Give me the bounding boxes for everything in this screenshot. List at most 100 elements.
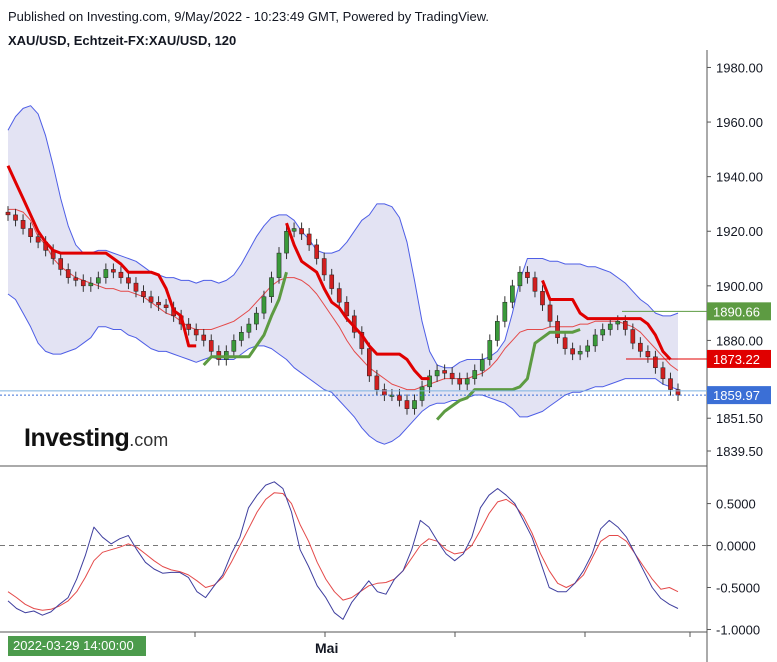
candle-body	[607, 323, 613, 330]
candle-body	[630, 329, 636, 344]
price-tick-label: 1980.00	[716, 60, 763, 75]
candle-body	[427, 375, 432, 388]
candle-body	[389, 394, 395, 397]
candle-body	[668, 378, 673, 390]
symbol-title: XAU/USD, Echtzeit-FX:XAU/USD, 120	[8, 33, 237, 48]
candle-body	[653, 356, 658, 368]
candle-body	[577, 351, 583, 355]
candle-body	[600, 329, 606, 336]
candle-body	[382, 389, 387, 396]
candle-body	[201, 334, 207, 341]
candle-body	[88, 282, 94, 287]
bollinger-upper-line	[7, 105, 679, 369]
bollinger-middle-line	[8, 208, 679, 391]
candle-body	[449, 372, 455, 379]
candle-body	[314, 244, 319, 259]
candle-body	[525, 271, 530, 278]
candle-body	[585, 345, 590, 352]
candle-body	[532, 277, 538, 292]
price-tick-label: 1960.00	[716, 115, 763, 130]
trailing-stop-bear	[6, 165, 672, 381]
candle-body	[65, 269, 71, 278]
oscillator-fast-line	[7, 481, 679, 620]
candle-body	[374, 375, 380, 390]
price-badge-label: 1873.22	[713, 352, 760, 367]
candle-body	[35, 236, 41, 243]
candle-body	[502, 301, 508, 322]
candle-body	[638, 342, 643, 352]
candle-body	[73, 277, 79, 281]
published-note: Published on Investing.com, 9/May/2022 -…	[8, 9, 490, 24]
candle-body	[148, 296, 154, 303]
candle-body	[321, 258, 327, 276]
candle-body	[457, 378, 463, 385]
candle-body	[306, 233, 312, 246]
candle-body	[186, 323, 191, 330]
candle-body	[111, 269, 116, 273]
candle-body	[276, 252, 282, 278]
price-tick-label: 1940.00	[716, 170, 763, 185]
bollinger-band-fill	[8, 105, 678, 445]
candle-body	[419, 386, 425, 401]
candle-body	[239, 331, 244, 341]
bollinger-lower-line	[7, 293, 679, 445]
crosshair-time-badge: 2022-03-29 14:00:00	[8, 636, 146, 656]
candle-body	[592, 334, 598, 347]
candle-body	[517, 271, 523, 287]
price-badge	[707, 349, 771, 368]
candle-body	[329, 274, 335, 289]
candle-body	[284, 230, 289, 254]
price-tick-label: 1900.00	[716, 279, 763, 294]
candle-body	[464, 378, 470, 385]
candle-body	[547, 304, 553, 322]
candle-body	[246, 323, 252, 333]
candle-body	[193, 329, 199, 336]
candle-body	[510, 285, 515, 303]
investing-logo: Investing.com	[24, 424, 169, 452]
candle-body	[367, 348, 372, 377]
price-tick-label: 1839.50	[716, 444, 763, 459]
price-badge	[707, 386, 771, 405]
candle-body	[299, 228, 304, 235]
osc-tick-label: 0.0000	[716, 539, 756, 554]
candle-body	[434, 370, 440, 377]
candle-body	[80, 280, 86, 287]
candle-body	[58, 258, 64, 270]
x-tick-mai: Mai	[315, 640, 339, 656]
osc-tick-label: -1.0000	[716, 622, 760, 637]
candle-body	[397, 394, 402, 401]
candle-body	[487, 340, 493, 360]
price-badge	[707, 302, 771, 321]
candle-body	[404, 400, 410, 409]
candle-body	[141, 291, 146, 298]
candle-body	[555, 321, 560, 338]
osc-tick-label: 0.5000	[716, 497, 756, 512]
price-tick-label: 1880.00	[716, 333, 763, 348]
candle-body	[20, 220, 26, 229]
osc-tick-label: -0.5000	[716, 581, 760, 596]
candle-body	[96, 277, 101, 284]
candle-body	[622, 321, 628, 330]
candle-body	[126, 277, 131, 284]
price-badge-label: 1890.66	[713, 304, 760, 319]
candle-body	[13, 214, 18, 221]
candle-body	[28, 228, 33, 237]
price-tick-label: 1851.50	[716, 411, 763, 426]
candle-body	[540, 291, 545, 306]
candle-body	[208, 340, 214, 352]
trailing-stop-bull	[202, 271, 581, 421]
candle-body	[254, 312, 259, 325]
candle-body	[412, 400, 417, 409]
candle-body	[479, 359, 485, 371]
price-badge-label: 1859.97	[713, 388, 760, 403]
oscillator-slow-line	[7, 492, 679, 611]
candle-body	[675, 389, 681, 396]
price-tick-label: 1920.00	[716, 224, 763, 239]
candle-body	[472, 370, 478, 379]
candle-body	[645, 351, 651, 358]
candle-body	[291, 228, 297, 232]
candle-body	[562, 337, 568, 349]
candle-body	[495, 321, 500, 341]
candle-body	[336, 288, 342, 303]
